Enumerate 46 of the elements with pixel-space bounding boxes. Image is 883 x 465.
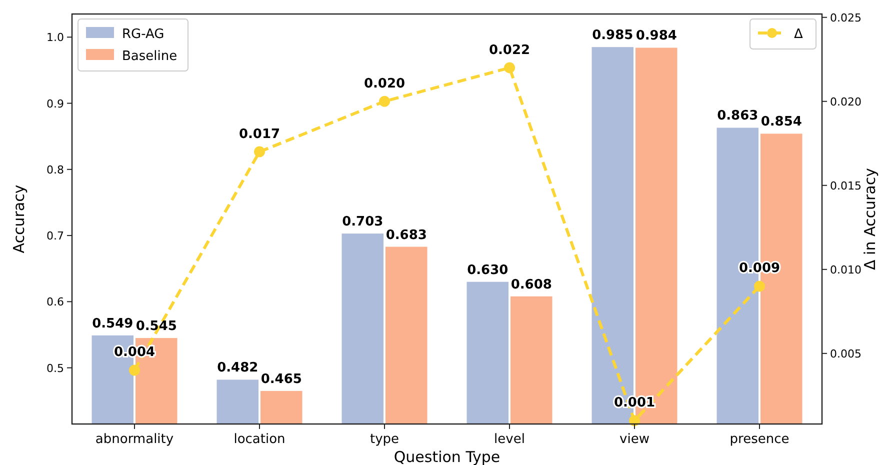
data-label: 0.001 bbox=[614, 396, 656, 411]
data-label: 0.630 bbox=[467, 262, 508, 278]
y2-tick-label: 0.005 bbox=[830, 347, 862, 360]
data-label: 0.009 bbox=[738, 261, 780, 276]
data-label: 0.683 bbox=[386, 228, 427, 243]
data-label: 0.465 bbox=[260, 372, 302, 387]
data-label: 0.017 bbox=[238, 126, 280, 142]
legend-label: RG-AG bbox=[122, 27, 164, 42]
data-label: 0.608 bbox=[510, 277, 552, 292]
data-label: 0.549 bbox=[92, 316, 134, 332]
x-tick-label: type bbox=[370, 432, 400, 447]
data-label: 0.703 bbox=[342, 214, 384, 230]
x-tick-label: presence bbox=[730, 432, 790, 447]
data-label: 0.020 bbox=[364, 76, 406, 92]
data-label: 0.482 bbox=[217, 360, 258, 376]
data-label: 0.863 bbox=[717, 108, 758, 124]
point bbox=[129, 364, 140, 376]
data-label: 0.984 bbox=[636, 28, 677, 44]
y-tick-label: 0.9 bbox=[46, 97, 64, 110]
y2-axis-title: Δ in Accuracy bbox=[861, 168, 879, 270]
data-label: 0.022 bbox=[488, 42, 530, 58]
point bbox=[379, 96, 390, 107]
x-tick-label: view bbox=[620, 432, 650, 447]
point bbox=[254, 146, 265, 158]
point bbox=[629, 415, 640, 426]
y-tick-label: 0.6 bbox=[46, 296, 64, 309]
x-tick-label: abnormality bbox=[95, 432, 174, 447]
y-axis-title: Accuracy bbox=[10, 184, 28, 254]
y-tick-label: 0.5 bbox=[46, 362, 64, 375]
point bbox=[754, 280, 765, 292]
x-tick-label: level bbox=[494, 432, 525, 447]
y2-tick-label: 0.020 bbox=[830, 95, 862, 108]
data-label: 0.985 bbox=[592, 28, 634, 44]
data-label: 0.545 bbox=[136, 319, 177, 334]
y-tick-label: 0.7 bbox=[46, 230, 64, 243]
y2-tick-label: 0.010 bbox=[830, 263, 862, 276]
x-axis-title: Question Type bbox=[394, 448, 500, 465]
y2-tick-label: 0.015 bbox=[830, 179, 862, 192]
y-tick-label: 0.8 bbox=[46, 163, 64, 176]
x-tick-label: location bbox=[234, 432, 286, 447]
legend-label: Δ bbox=[794, 27, 803, 42]
y2-tick-label: 0.025 bbox=[830, 11, 862, 24]
y-tick-label: 1.0 bbox=[46, 31, 64, 44]
legend-label: Baseline bbox=[122, 49, 178, 64]
data-label: 0.854 bbox=[760, 114, 802, 130]
point bbox=[504, 62, 515, 74]
